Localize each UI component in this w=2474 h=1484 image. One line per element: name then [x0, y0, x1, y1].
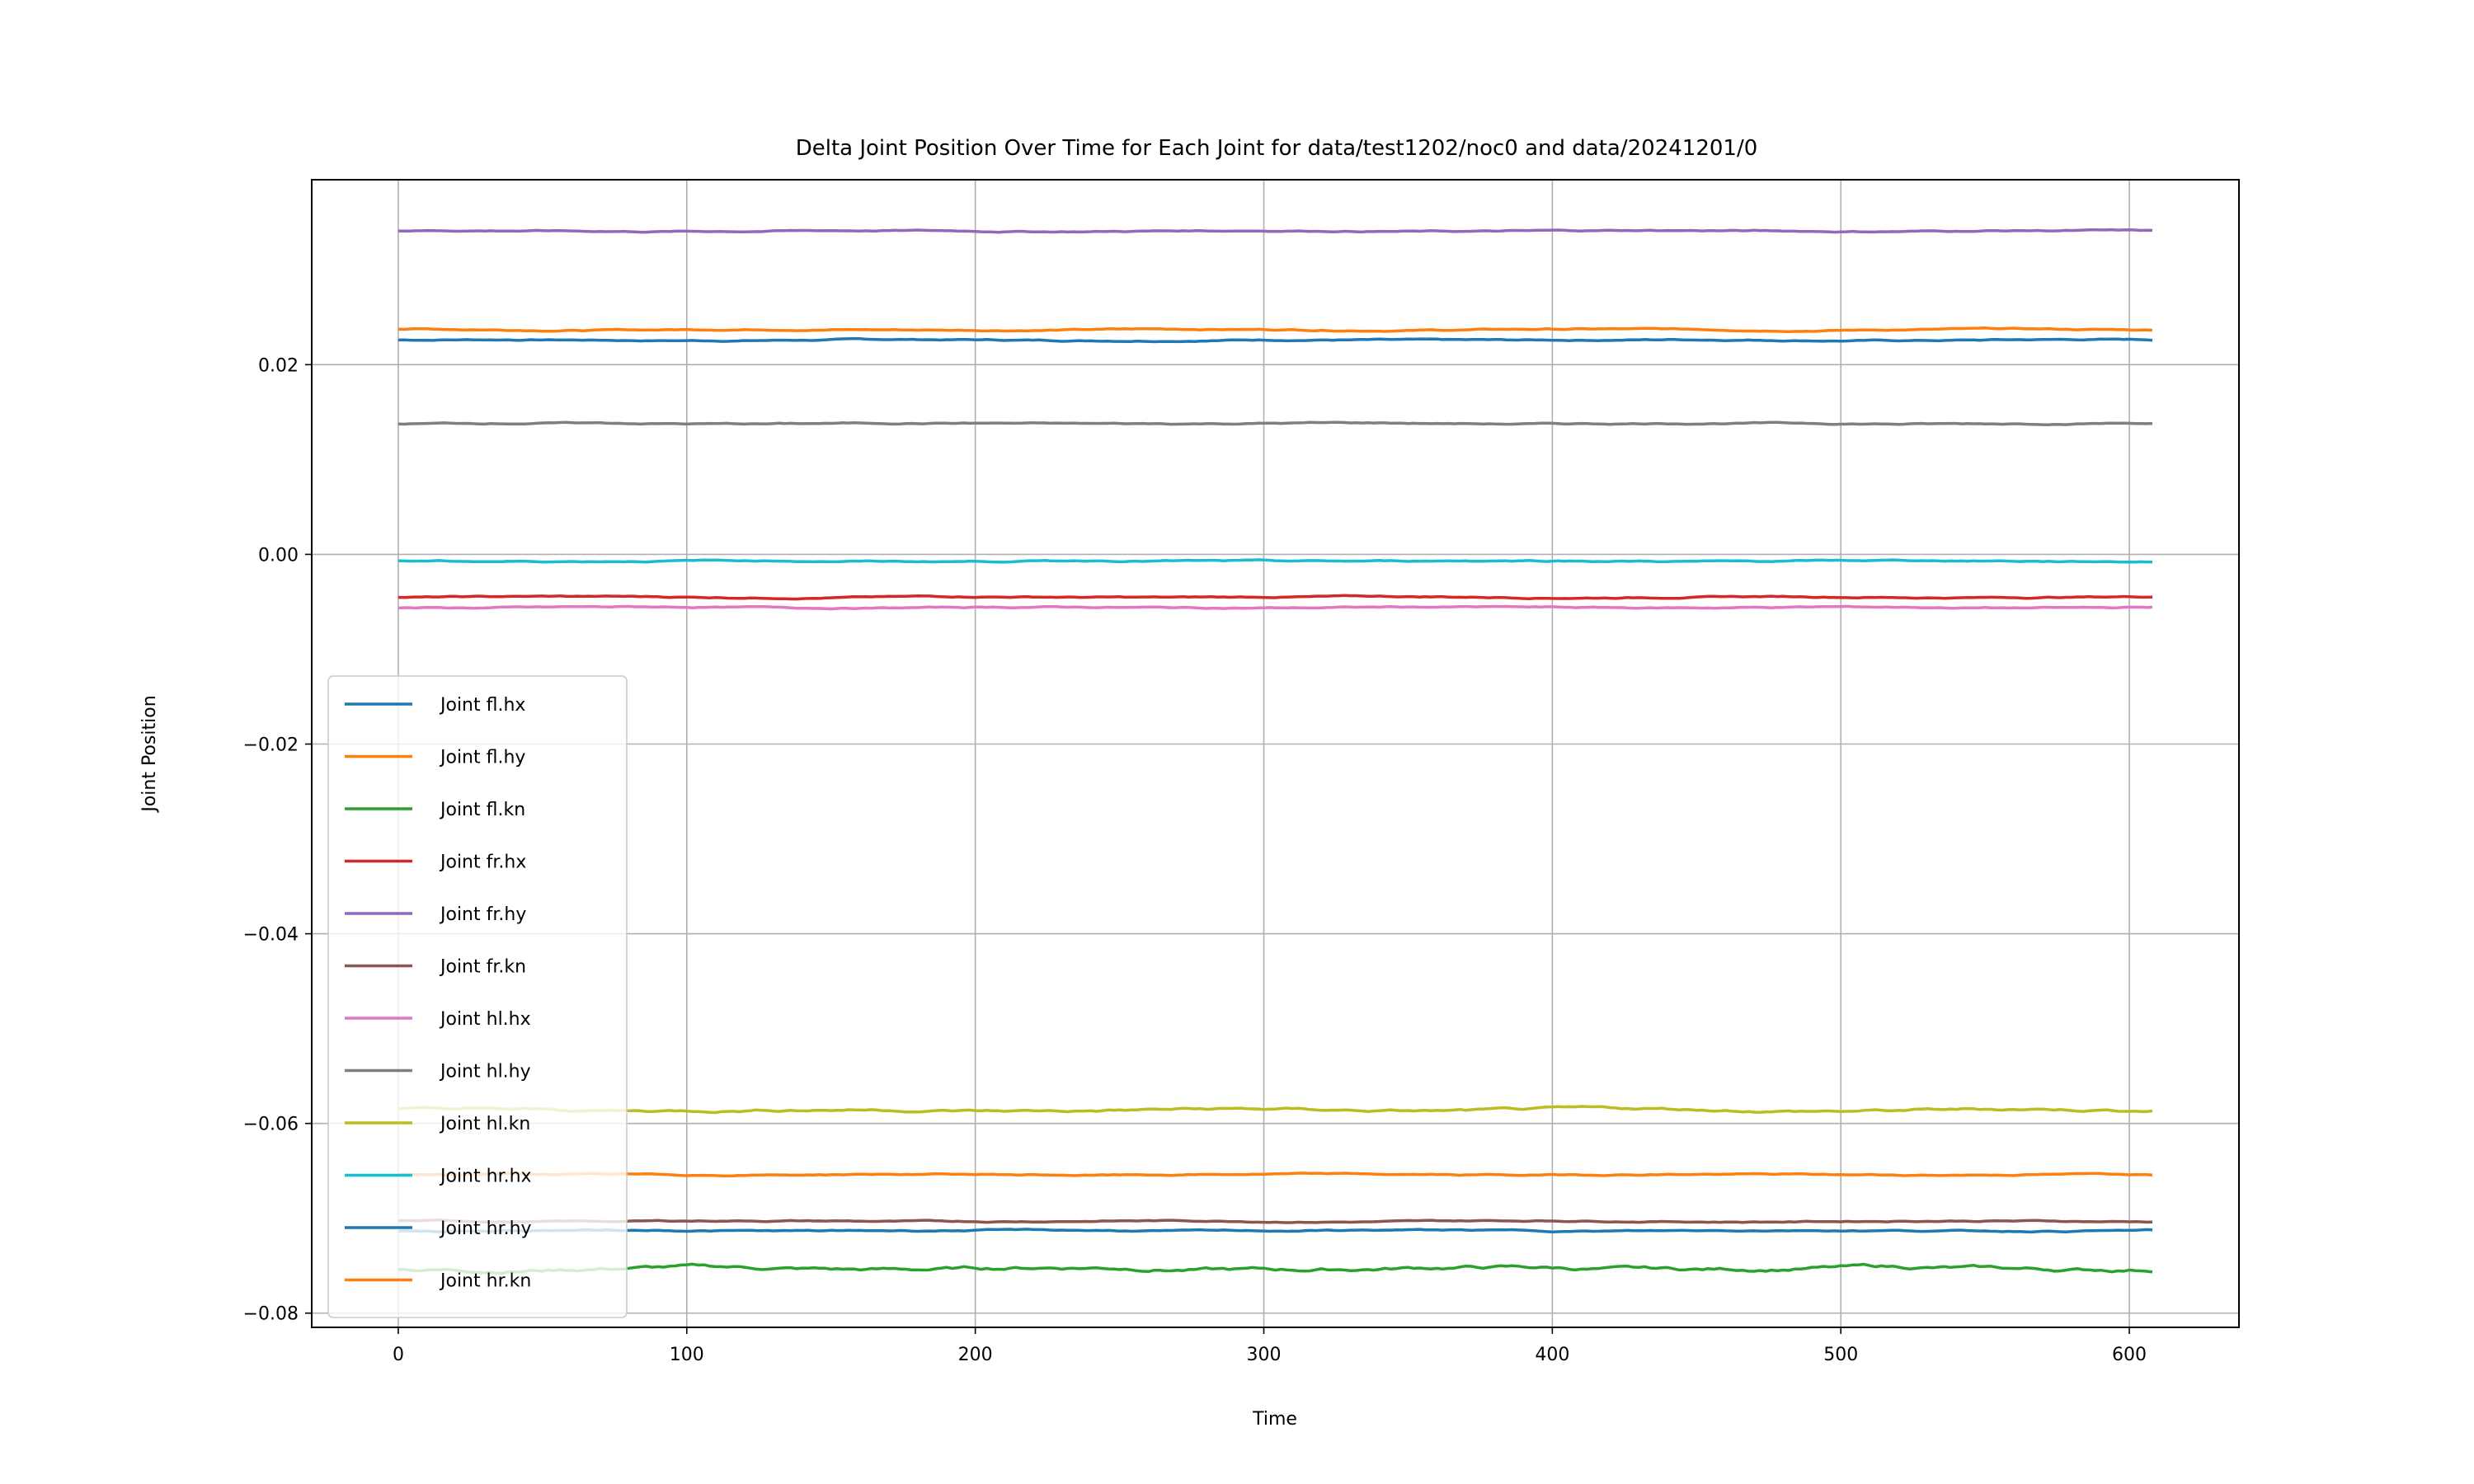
x-axis-label: Time	[1252, 1409, 1297, 1430]
x-tick-label: 100	[670, 1345, 704, 1365]
series-line	[397, 594, 2153, 601]
legend-label: Joint hl.kn	[439, 1114, 530, 1134]
y-tick-label: −0.06	[243, 1115, 299, 1135]
x-tick-label: 500	[1823, 1345, 1858, 1365]
x-tick-label: 400	[1535, 1345, 1569, 1365]
x-tick-label: 300	[1247, 1345, 1282, 1365]
legend-label: Joint hr.hy	[439, 1219, 532, 1239]
series-line	[397, 1262, 2153, 1275]
legend-label: Joint hr.hx	[439, 1167, 532, 1187]
legend-label: Joint fr.kn	[439, 957, 526, 978]
series-line	[397, 1219, 2153, 1224]
legend-box	[327, 675, 628, 1318]
legend-label: Joint fr.hx	[439, 852, 526, 873]
x-axis-ticks: 0 100 200 300 400 500 600	[393, 1327, 2147, 1365]
y-tick-label: −0.02	[243, 735, 299, 755]
series-line	[397, 420, 2153, 427]
plot-area-frame	[311, 179, 2240, 1328]
legend: Joint fl.hx Joint fl.hy Joint fl.kn Joint f…	[327, 675, 628, 1318]
legend-label: Joint fl.hy	[439, 748, 525, 768]
series-line	[397, 228, 2153, 234]
y-tick-label: −0.08	[243, 1304, 299, 1325]
series-lines	[397, 228, 2153, 1275]
series-line	[397, 1228, 2153, 1234]
series-line	[397, 326, 2153, 334]
y-tick-label: −0.04	[243, 925, 299, 946]
y-axis-ticks: −0.08 −0.06 −0.04 −0.02 0.00 0.02	[243, 355, 312, 1325]
series-line	[397, 337, 2153, 344]
y-axis-label: Joint Position	[139, 695, 160, 813]
x-tick-label: 0	[393, 1345, 404, 1365]
x-tick-label: 200	[958, 1345, 993, 1365]
y-tick-label: 0.02	[258, 355, 299, 376]
legend-label: Joint hl.hx	[439, 1009, 531, 1030]
chart-title: Delta Joint Position Over Time for Each …	[796, 136, 1758, 161]
grid	[312, 180, 2239, 1327]
legend-label: Joint fl.hx	[439, 695, 525, 716]
series-line	[397, 558, 2152, 564]
legend-label: Joint hl.hy	[439, 1062, 531, 1082]
x-tick-label: 600	[2112, 1345, 2147, 1365]
legend-label: Joint hr.kn	[439, 1271, 531, 1292]
legend-label: Joint fl.kn	[439, 800, 525, 820]
legend-label: Joint fr.hy	[439, 904, 526, 925]
series-line	[397, 604, 2153, 611]
series-line	[397, 1105, 2153, 1115]
series-line	[397, 1172, 2153, 1178]
y-tick-label: 0.00	[258, 545, 299, 566]
